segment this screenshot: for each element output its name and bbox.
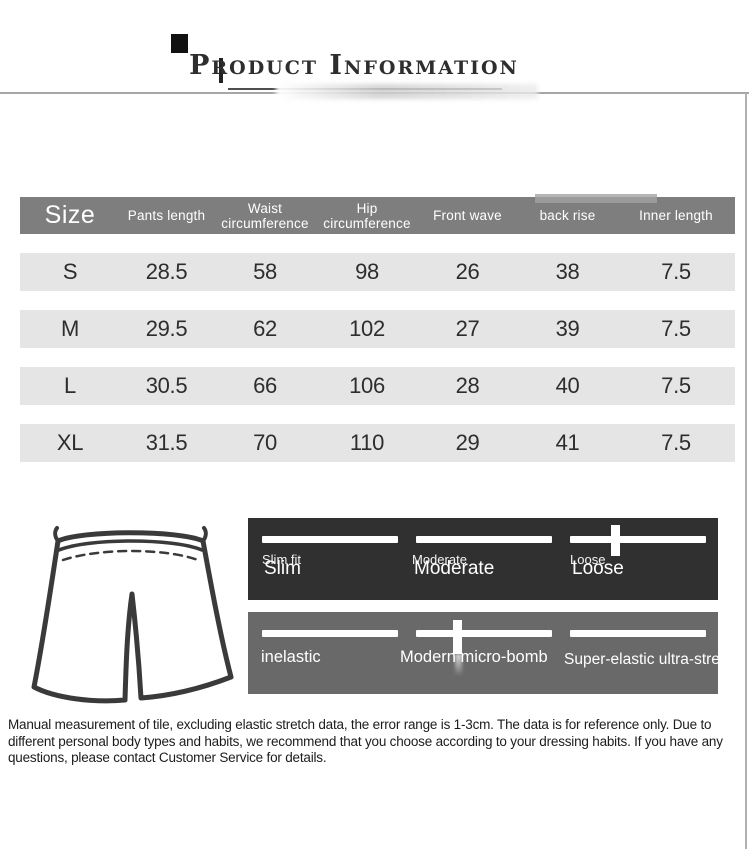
column-header-waist-circumference: Waist circumference	[221, 200, 309, 231]
fit-option-slim-ghost-label: Slim fit	[262, 552, 301, 567]
size-table: Size Pants length Waist circumference Hi…	[20, 194, 735, 462]
cell-pants-length: 30.5	[145, 373, 188, 398]
fit-option-moderate-label: Moderate	[414, 558, 495, 579]
column-header-pants-length: Pants length	[127, 208, 206, 223]
cell-hip: 98	[355, 259, 379, 284]
cell-waist: 58	[253, 259, 277, 284]
fit-option-moderate-ghost-label: Moderate	[412, 552, 467, 567]
page-title: Product Information	[189, 50, 519, 81]
cell-back-rise: 38	[555, 259, 580, 284]
stretch-option-super-elastic-label: Super-elastic ultra-stretch	[564, 651, 741, 668]
stretch-track-micro-bomb	[416, 630, 552, 637]
fit-track-moderate	[416, 536, 552, 543]
stretch-thumb-fade-artifact	[455, 654, 462, 676]
cell-size: S	[62, 259, 78, 284]
table-row-xl: XL 31.5 70 110 29 41 7.5	[20, 424, 735, 462]
fit-option-loose-ghost-label: Loose	[570, 552, 606, 567]
table-row-m: M 29.5 62 102 27 39 7.5	[20, 310, 735, 348]
page-right-border	[745, 93, 747, 849]
table-row-l: L 30.5 66 106 28 40 7.5	[20, 367, 735, 405]
stretch-track-inelastic	[262, 630, 398, 637]
cell-hip: 102	[349, 316, 385, 341]
stretch-slider-panel: inelastic Modern micro-bomb Super-elasti…	[248, 612, 741, 694]
cell-hip: 110	[349, 430, 385, 455]
cell-hip: 106	[349, 373, 385, 398]
cell-waist: 62	[253, 316, 277, 341]
column-header-front-wave: Front wave	[433, 208, 502, 223]
stretch-track-super-elastic	[570, 630, 706, 637]
table-row-s: S 28.5 58 98 26 38 7.5	[20, 253, 735, 291]
cell-size: L	[64, 373, 76, 398]
title-decor-square	[171, 34, 188, 53]
stretch-slider-thumb	[453, 620, 462, 654]
cell-pants-length: 29.5	[145, 316, 188, 341]
header-erasure-artifact	[535, 194, 657, 203]
stretch-option-micro-bomb-label: Modern micro-bomb	[400, 648, 548, 666]
title-decor-tick	[219, 58, 223, 83]
fit-track-slim	[262, 536, 398, 543]
column-header-back-rise: back rise	[539, 208, 596, 223]
cell-waist: 70	[253, 430, 277, 455]
cell-inner-length: 7.5	[661, 373, 691, 398]
fit-slider-panel: Slim fit Slim Moderate Moderate Loose Lo…	[248, 518, 718, 600]
cell-inner-length: 7.5	[661, 316, 691, 341]
cell-back-rise: 39	[555, 316, 580, 341]
cell-size: XL	[56, 430, 84, 455]
cell-size: M	[60, 316, 80, 341]
fit-option-slim-label: Slim	[264, 558, 301, 579]
measurement-disclaimer: Manual measurement of tile, excluding el…	[8, 717, 723, 765]
cell-front-wave: 28	[455, 373, 480, 398]
stretch-option-inelastic-label: inelastic	[261, 648, 321, 666]
cell-pants-length: 28.5	[145, 259, 188, 284]
column-header-inner-length: Inner length	[639, 208, 713, 223]
cell-waist: 66	[253, 373, 277, 398]
size-table-header-row: Size Pants length Waist circumference Hi…	[20, 194, 735, 234]
column-header-hip-circumference: Hip circumference	[323, 200, 411, 231]
watermark-smudge	[276, 84, 538, 99]
cell-inner-length: 7.5	[661, 259, 691, 284]
shorts-illustration-icon	[31, 526, 234, 704]
cell-front-wave: 29	[455, 430, 480, 455]
cell-inner-length: 7.5	[661, 430, 691, 455]
cell-front-wave: 26	[455, 259, 480, 284]
fit-slider-thumb	[611, 525, 620, 556]
fit-track-loose	[570, 536, 706, 543]
column-header-size: Size	[44, 201, 96, 229]
cell-back-rise: 40	[555, 373, 580, 398]
cell-pants-length: 31.5	[145, 430, 188, 455]
cell-back-rise: 41	[555, 430, 580, 455]
fit-option-loose-label: Loose	[572, 558, 624, 579]
cell-front-wave: 27	[455, 316, 480, 341]
